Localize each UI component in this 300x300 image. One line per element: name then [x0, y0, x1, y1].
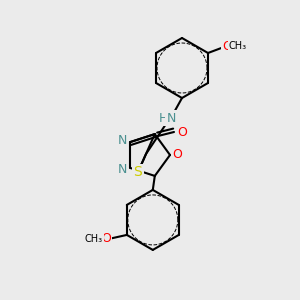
Text: H: H [158, 112, 168, 124]
Text: O: O [101, 232, 111, 245]
Text: N: N [118, 164, 127, 176]
Text: N: N [118, 134, 127, 147]
Text: N: N [166, 112, 176, 124]
Text: O: O [222, 40, 232, 52]
Text: CH₃: CH₃ [229, 41, 247, 51]
Text: CH₃: CH₃ [85, 234, 103, 244]
Text: O: O [177, 125, 187, 139]
Text: O: O [172, 148, 182, 161]
Text: S: S [134, 165, 142, 179]
